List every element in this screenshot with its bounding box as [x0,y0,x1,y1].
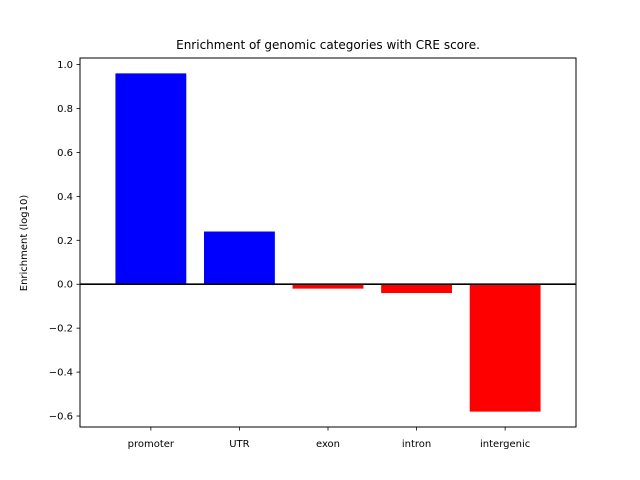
y-tick-label: 1.0 [57,60,73,71]
y-tick-label: 0.4 [57,192,73,203]
y-tick-label: 0.2 [57,236,73,247]
y-axis-label: Enrichment (log10) [19,195,30,292]
chart-title: Enrichment of genomic categories with CR… [176,38,480,52]
x-tick-label-promoter: promoter [128,439,175,450]
bar-intron [381,284,452,294]
y-tick-label: 0.8 [57,104,73,115]
bar-intergenic [469,284,541,412]
bar-UTR [204,231,275,285]
y-tick-label: 0.6 [57,148,73,159]
y-tick-label: −0.2 [49,324,73,335]
x-tick-label-intergenic: intergenic [480,439,530,450]
bar-exon [292,284,364,289]
y-tick-label: 0.0 [57,280,73,291]
y-tick-label: −0.6 [49,412,73,423]
bar-promoter [115,73,187,285]
x-tick-label-exon: exon [316,439,340,450]
x-tick-label-intron: intron [402,439,431,450]
y-tick-label: −0.4 [49,368,73,379]
x-tick-label-UTR: UTR [229,439,249,450]
